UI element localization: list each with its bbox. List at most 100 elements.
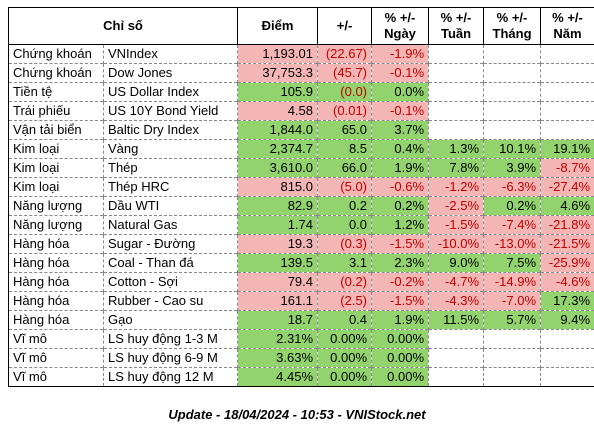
category-cell: Tiền tệ [8, 82, 104, 102]
table-row: Tiền tệ US Dollar Index 105.9 (0.0) 0.0% [8, 82, 594, 102]
day-pct-cell: -1.5% [371, 234, 429, 254]
header-year-pct: % +/- Năm [540, 7, 594, 45]
header-row: Chỉ số Điểm +/- % +/- Ngày % +/- Tuần % … [7, 7, 594, 45]
point-cell: 1.74 [237, 215, 318, 235]
day-pct-cell: -1.5% [371, 291, 429, 311]
day-pct-cell: 0.2% [371, 196, 429, 216]
point-cell: 105.9 [237, 82, 318, 102]
table-row: Vận tải biển Baltic Dry Index 1,844.0 65.0 3… [8, 120, 594, 140]
change-cell: (0.3) [317, 234, 372, 254]
month-pct-cell [483, 120, 541, 140]
week-pct-cell: -1.5% [428, 215, 484, 235]
point-cell: 2,374.7 [237, 139, 318, 159]
name-cell: Sugar - Đường [102, 234, 238, 254]
change-cell: (0.0) [317, 82, 372, 102]
week-pct-cell [428, 44, 484, 64]
table-row: Hàng hóa Sugar - Đường 19.3 (0.3) -1.5% -10.0… [8, 234, 594, 254]
change-cell: (0.01) [317, 101, 372, 121]
week-pct-cell [428, 367, 484, 387]
point-cell: 82.9 [237, 196, 318, 216]
name-cell: US Dollar Index [102, 82, 238, 102]
year-pct-cell [540, 120, 594, 140]
week-pct-cell: -4.7% [428, 272, 484, 292]
category-cell: Chứng khoán [8, 63, 104, 83]
category-cell: Vận tải biển [8, 120, 104, 140]
update-footer: Update - 18/04/2024 - 10:53 - VNIStock.n… [168, 407, 426, 422]
header-day-pct: % +/- Ngày [371, 7, 430, 45]
name-cell: Vàng [102, 139, 238, 159]
name-cell: LS huy động 1-3 M [102, 329, 238, 349]
year-pct-cell [540, 348, 594, 368]
day-pct-cell: 0.4% [371, 139, 429, 159]
name-cell: Thép HRC [102, 177, 238, 197]
name-cell: Dow Jones [102, 63, 238, 83]
change-cell: 8.5 [317, 139, 372, 159]
year-pct-cell [540, 329, 594, 349]
month-pct-cell [483, 101, 541, 121]
change-cell: 3.1 [317, 253, 372, 273]
year-pct-cell [540, 82, 594, 102]
month-pct-cell [483, 63, 541, 83]
table-row: Năng lượng Natural Gas 1.74 0.0 1.2% -1.5% -7.… [8, 215, 594, 235]
change-cell: (45.7) [317, 63, 372, 83]
category-cell: Hàng hóa [8, 253, 104, 273]
month-pct-cell: -13.0% [483, 234, 541, 254]
name-cell: Natural Gas [102, 215, 238, 235]
table-row: Hàng hóa Gạo 18.7 0.4 1.9% 11.5% 5.7% 9.4% [8, 310, 594, 330]
week-pct-cell: 9.0% [428, 253, 484, 273]
week-pct-cell [428, 348, 484, 368]
category-cell: Hàng hóa [8, 272, 104, 292]
point-cell: 815.0 [237, 177, 318, 197]
table-row: Hàng hóa Rubber - Cao su 161.1 (2.5) -1.5% -4… [8, 291, 594, 311]
table-row: Chứng khoán Dow Jones 37,753.3 (45.7) -0.1% [8, 63, 594, 83]
category-cell: Năng lượng [8, 196, 104, 216]
month-pct-cell [483, 367, 541, 387]
category-cell: Trái phiếu [8, 101, 104, 121]
week-pct-cell: 11.5% [428, 310, 484, 330]
month-pct-cell: -7.4% [483, 215, 541, 235]
point-cell: 18.7 [237, 310, 318, 330]
week-pct-cell: 1.3% [428, 139, 484, 159]
header-month-pct: % +/- Tháng [483, 7, 542, 45]
month-pct-cell [483, 329, 541, 349]
day-pct-cell: 0.00% [371, 329, 429, 349]
change-cell: 0.0 [317, 215, 372, 235]
point-cell: 4.45% [237, 367, 318, 387]
day-pct-cell: 0.00% [371, 367, 429, 387]
day-pct-cell: -0.6% [371, 177, 429, 197]
category-cell: Vĩ mô [8, 329, 104, 349]
market-table: Chỉ số Điểm +/- % +/- Ngày % +/- Tuần % … [7, 7, 594, 387]
day-pct-cell: 0.00% [371, 348, 429, 368]
year-pct-cell: -27.4% [540, 177, 594, 197]
week-pct-cell [428, 329, 484, 349]
year-pct-cell: 17.3% [540, 291, 594, 311]
category-cell: Vĩ mô [8, 348, 104, 368]
week-pct-cell: 7.8% [428, 158, 484, 178]
year-pct-cell: 19.1% [540, 139, 594, 159]
day-pct-cell: 3.7% [371, 120, 429, 140]
month-pct-cell: 7.5% [483, 253, 541, 273]
point-cell: 79.4 [237, 272, 318, 292]
name-cell: VNIndex [102, 44, 238, 64]
week-pct-cell [428, 82, 484, 102]
name-cell: Rubber - Cao su [102, 291, 238, 311]
point-cell: 3,610.0 [237, 158, 318, 178]
point-cell: 37,753.3 [237, 63, 318, 83]
year-pct-cell [540, 367, 594, 387]
change-cell: (22.67) [317, 44, 372, 64]
name-cell: LS huy động 6-9 M [102, 348, 238, 368]
month-pct-cell: 5.7% [483, 310, 541, 330]
week-pct-cell: -10.0% [428, 234, 484, 254]
change-cell: 0.2 [317, 196, 372, 216]
table-row: Vĩ mô LS huy động 6-9 M 3.63% 0.00% 0.00% [8, 348, 594, 368]
change-cell: (5.0) [317, 177, 372, 197]
year-pct-cell: -25.9% [540, 253, 594, 273]
table-row: Kim loại Thép HRC 815.0 (5.0) -0.6% -1.2% -6.3… [8, 177, 594, 197]
name-cell: LS huy động 12 M [102, 367, 238, 387]
year-pct-cell: 4.6% [540, 196, 594, 216]
change-cell: 0.00% [317, 329, 372, 349]
name-cell: Dầu WTI [102, 196, 238, 216]
week-pct-cell [428, 63, 484, 83]
change-cell: 0.4 [317, 310, 372, 330]
table-row: Năng lượng Dầu WTI 82.9 0.2 0.2% -2.5% 0.2% 4.6… [8, 196, 594, 216]
